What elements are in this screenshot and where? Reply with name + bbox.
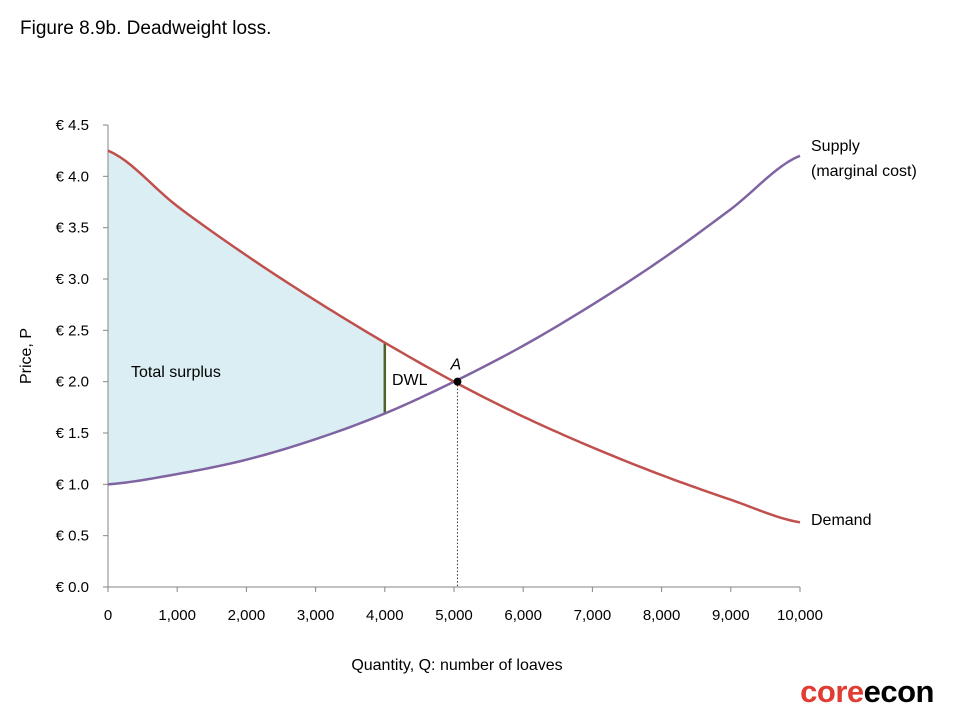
y-tick-label: € 1.0 <box>56 476 89 493</box>
x-tick-label: 4,000 <box>366 607 404 624</box>
coreecon-logo: coreecon <box>800 674 934 709</box>
y-axis-label: Price, P <box>18 328 35 384</box>
x-tick-label: 1,000 <box>158 607 196 624</box>
y-tick-label: € 3.5 <box>56 220 89 237</box>
x-tick-label: 10,000 <box>777 607 823 624</box>
y-tick-label: € 0.0 <box>56 579 89 596</box>
y-tick-label: € 2.0 <box>56 374 89 391</box>
y-tick-label: € 2.5 <box>56 322 89 339</box>
supply-series-label: Supply <box>811 138 860 155</box>
axes <box>103 124 801 592</box>
x-tick-label: 9,000 <box>712 607 750 624</box>
equilibrium-label: A <box>449 357 461 374</box>
x-tick-labels: 0 1,000 2,000 3,000 4,000 5,000 6,000 7,000 8,00… <box>104 607 823 624</box>
x-axis-label: Quantity, Q: number of loaves <box>351 657 562 674</box>
y-tick-label: € 0.5 <box>56 528 89 545</box>
x-tick-label: 7,000 <box>574 607 612 624</box>
x-tick-label: 0 <box>104 607 112 624</box>
y-tick-label: € 3.0 <box>56 271 89 288</box>
supply-series-label-line2: (marginal cost) <box>811 163 917 180</box>
x-tick-label: 8,000 <box>643 607 681 624</box>
y-tick-label: € 4.5 <box>56 117 89 134</box>
y-tick-labels: € 0.0 € 0.5 € 1.0 € 1.5 € 2.0 € 2.5 € 3.0 € 3.5… <box>56 117 89 596</box>
x-tick-label: 3,000 <box>297 607 335 624</box>
dwl-label: DWL <box>392 372 428 389</box>
y-tick-label: € 4.0 <box>56 168 89 185</box>
total-surplus-area <box>108 150 385 485</box>
equilibrium-point-a <box>453 377 462 386</box>
y-tick-label: € 1.5 <box>56 425 89 442</box>
x-tick-label: 5,000 <box>435 607 473 624</box>
demand-series-label: Demand <box>811 512 871 529</box>
total-surplus-label: Total surplus <box>131 364 221 381</box>
x-tick-label: 6,000 <box>504 607 542 624</box>
x-tick-label: 2,000 <box>228 607 266 624</box>
figure-title: Figure 8.9b. Deadweight loss. <box>20 18 272 39</box>
